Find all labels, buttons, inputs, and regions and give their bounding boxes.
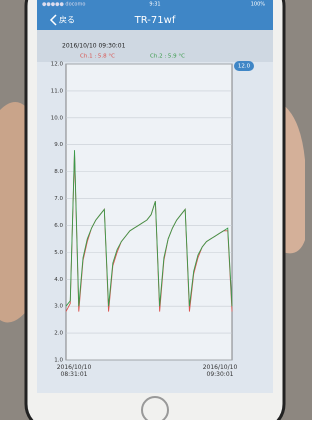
y-tick-label: 3.0 — [54, 304, 63, 310]
y-tick-label: 6.0 — [54, 223, 63, 229]
photo: ●●●●● docomo 9:31 100% 戻る TR-71wf 2016/1… — [0, 0, 312, 420]
plot-area — [66, 64, 232, 360]
x-tick-label: 2016/10/10 09:30:01 — [190, 364, 250, 378]
y-tick-label: 1.0 — [54, 358, 63, 364]
battery: 100% — [251, 2, 266, 8]
y-tick-label: 2.0 — [54, 331, 63, 337]
carrier: ●●●●● docomo — [42, 2, 85, 8]
y-tick-label: 12.0 — [51, 62, 64, 68]
y-tick-label: 5.0 — [54, 250, 63, 256]
header-title: TR-71wf — [134, 15, 176, 26]
legend-entry: Ch.2 : 5.9 °C — [150, 54, 185, 60]
x-tick-label: 2016/10/10 08:31:01 — [44, 364, 104, 378]
y-tick-label: 9.0 — [54, 142, 63, 148]
time: 9:31 — [149, 2, 160, 8]
y-tick-label: 8.0 — [54, 169, 63, 175]
legend-entry: Ch.1 : 5.8 °C — [80, 54, 115, 60]
subtitle: 2016/10/10 09:30:01 — [62, 43, 126, 50]
y-tick-label: 10.0 — [51, 115, 64, 121]
back-button[interactable]: 戻る — [59, 15, 75, 25]
phone-screen: ●●●●● docomo 9:31 100% 戻る TR-71wf 2016/1… — [0, 0, 312, 420]
y-tick-label: 11.0 — [51, 88, 64, 94]
limit-label: 12.0 — [238, 64, 251, 70]
y-tick-label: 4.0 — [54, 277, 63, 283]
y-tick-label: 7.0 — [54, 196, 63, 202]
